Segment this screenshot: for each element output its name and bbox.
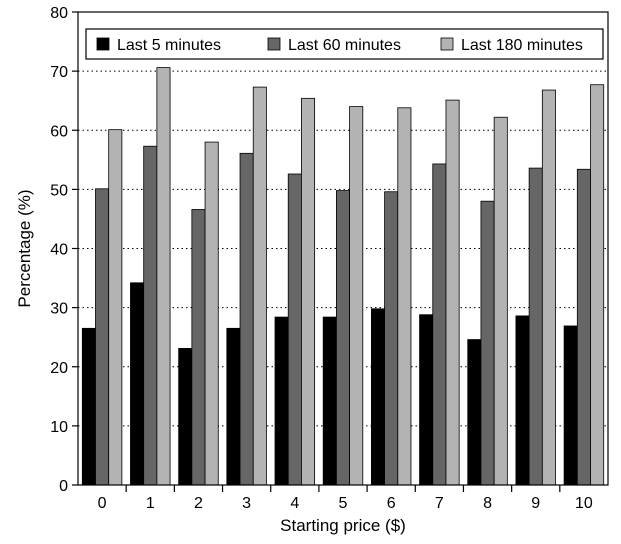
y-tick-label: 40 [50,242,68,259]
bar-last-60-minutes-5 [335,190,350,486]
x-tick-label: 8 [483,495,492,512]
x-tick-label: 3 [242,495,251,512]
bar-last-60-minutes-4 [287,173,302,486]
y-tick-label: 60 [50,123,68,140]
bar-last-5-minutes-0 [81,327,96,486]
bar-last-60-minutes-8 [480,200,495,486]
bar-last-5-minutes-5 [322,316,337,486]
bar-last-60-minutes-9 [528,167,543,486]
bar-last-180-minutes-4 [301,97,316,486]
bar-last-5-minutes-2 [178,348,193,486]
bar-last-5-minutes-8 [467,339,482,486]
bar-last-60-minutes-0 [95,188,110,486]
x-tick-label: 1 [146,495,155,512]
legend: Last 5 minutes Last 60 minutes Last 180 mi… [85,28,604,60]
y-tick-label: 20 [50,360,68,377]
x-tick-label: 5 [339,495,348,512]
x-tick-label: 9 [531,495,540,512]
x-tick-label: 0 [98,495,107,512]
bar-last-180-minutes-5 [349,106,364,486]
x-tick-label: 2 [194,495,203,512]
y-tick-label: 10 [50,419,68,436]
y-tick-label: 80 [50,5,68,22]
bar-last-180-minutes-9 [541,89,556,486]
legend-swatch [440,37,454,51]
bar-last-60-minutes-10 [576,168,591,486]
bar-last-60-minutes-3 [239,152,254,486]
bar-last-180-minutes-10 [590,84,605,486]
bar-last-180-minutes-7 [445,99,460,486]
x-tick-label: 7 [435,495,444,512]
bar-last-5-minutes-4 [274,316,289,486]
y-tick-label: 30 [50,301,68,318]
bar-last-5-minutes-6 [370,308,385,486]
x-tick-label: 6 [387,495,396,512]
y-tick-label: 50 [50,182,68,199]
bar-last-180-minutes-8 [493,116,508,486]
bar-last-60-minutes-1 [143,145,158,486]
bar-last-60-minutes-7 [432,163,447,486]
bar-last-180-minutes-1 [156,67,171,486]
bar-last-180-minutes-6 [397,107,412,486]
bar-last-180-minutes-0 [108,129,123,486]
legend-label: Last 180 minutes [461,37,583,54]
legend-swatch [267,37,281,51]
y-axis-label: Percentage (%) [15,189,34,307]
x-tick-label: 10 [575,495,593,512]
bar-last-5-minutes-3 [226,327,241,486]
x-axis: 0 1 2 3 4 5 6 7 8 9 10 [98,485,593,512]
legend-label: Last 5 minutes [117,37,221,54]
bar-last-5-minutes-9 [515,315,530,486]
bar-last-60-minutes-2 [191,209,206,486]
x-axis-label: Starting price ($) [280,516,406,535]
bar-last-60-minutes-6 [384,191,399,486]
y-axis: 0 10 20 30 40 50 60 70 80 [50,5,78,495]
bar-last-5-minutes-7 [419,314,434,486]
bar-last-180-minutes-2 [204,141,219,486]
legend-box [85,28,604,60]
bars [81,67,605,486]
y-tick-label: 0 [59,478,68,495]
y-tick-label: 70 [50,64,68,81]
bar-last-180-minutes-3 [252,86,267,486]
bar-last-5-minutes-10 [563,325,578,486]
bar-last-5-minutes-1 [130,282,145,486]
legend-swatch [96,37,110,51]
x-tick-label: 4 [290,495,299,512]
legend-label: Last 60 minutes [288,37,401,54]
